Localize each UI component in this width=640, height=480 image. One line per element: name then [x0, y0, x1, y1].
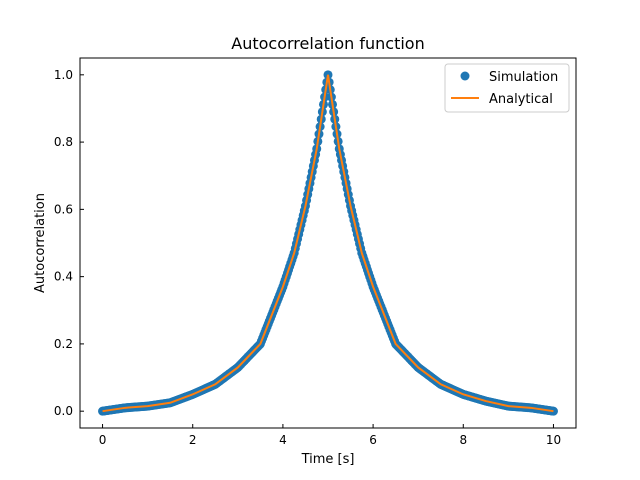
legend-box [444, 63, 570, 113]
x-axis-label: Time [s] [301, 452, 355, 467]
plot-area [79, 57, 577, 429]
y-axis-ticks: 0.0 0.2 0.4 0.6 0.8 1.0 [54, 68, 84, 418]
series-analytical-line [102, 74, 554, 413]
y-axis-label: Autocorrelation [33, 193, 48, 293]
x-axis-ticks: 0 2 4 6 8 10 [99, 424, 561, 447]
legend-label-analytical: Analytical [489, 92, 553, 107]
axes-frame [79, 57, 577, 429]
x-tick-label: 0 [99, 433, 107, 447]
x-tick-label: 8 [459, 433, 467, 447]
legend-marker-simulation [460, 71, 470, 81]
x-tick-label: 10 [546, 433, 561, 447]
x-tick-label: 4 [279, 433, 287, 447]
x-tick-label: 2 [189, 433, 197, 447]
y-tick-label: 0.0 [54, 404, 73, 418]
y-tick-label: 0.6 [54, 202, 73, 216]
x-tick-label: 6 [369, 433, 377, 447]
y-tick-label: 0.2 [54, 337, 73, 351]
legend-label-simulation: Simulation [489, 70, 558, 85]
y-tick-label: 1.0 [54, 68, 73, 82]
y-tick-label: 0.8 [54, 135, 73, 149]
y-tick-label: 0.4 [54, 270, 73, 284]
legend: Simulation Analytical [444, 63, 570, 113]
chart-title: Autocorrelation function [231, 34, 424, 53]
